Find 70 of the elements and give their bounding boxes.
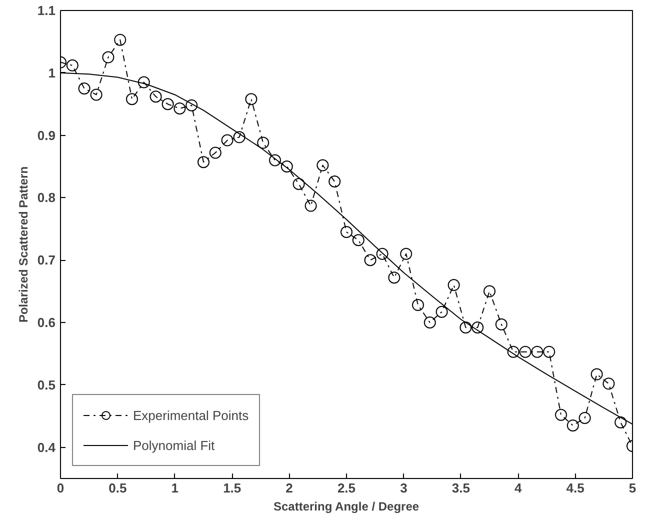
point — [400, 248, 412, 260]
legend-label: Experimental Points — [133, 408, 249, 422]
x-tick-label: 5 — [628, 480, 636, 496]
point — [174, 102, 186, 114]
point — [388, 272, 400, 284]
x-tick-label: 0 — [56, 480, 64, 496]
point — [198, 156, 210, 168]
x-tick-label: 2 — [286, 480, 293, 496]
point — [412, 299, 424, 312]
x-tick-label: 0.5 — [108, 480, 127, 496]
y-tick-label: 0.4 — [37, 440, 56, 455]
point — [424, 316, 436, 328]
point — [460, 322, 472, 334]
point — [436, 306, 448, 318]
y-axis-title: Polarized Scattered Pattern — [16, 166, 30, 323]
point — [245, 93, 258, 106]
point — [590, 368, 603, 380]
point — [484, 285, 496, 298]
point — [233, 131, 246, 144]
x-tick-label: 1.5 — [223, 480, 242, 496]
point — [78, 82, 90, 94]
point — [138, 76, 150, 88]
point — [495, 318, 508, 330]
x-tick-label: 4.5 — [566, 480, 584, 496]
point — [209, 146, 222, 159]
point — [614, 416, 627, 428]
x-tick-label: 3.5 — [452, 480, 470, 496]
point — [280, 160, 293, 172]
point — [90, 88, 102, 101]
point — [555, 408, 567, 421]
point — [448, 279, 460, 292]
y-tick-label: 0.7 — [37, 252, 56, 268]
point — [102, 51, 114, 64]
point — [543, 346, 556, 358]
point — [376, 248, 388, 260]
point — [578, 412, 591, 424]
point — [519, 346, 532, 358]
point — [304, 200, 317, 212]
legend-label: Polynomial Fit — [133, 438, 215, 452]
x-tick-label: 3 — [400, 480, 408, 496]
point — [126, 93, 138, 106]
y-tick-label: 0.6 — [37, 315, 56, 330]
point — [328, 175, 341, 188]
point — [472, 322, 484, 334]
point — [257, 136, 270, 149]
point — [340, 226, 352, 238]
y-tick-label: 0.9 — [37, 128, 56, 143]
x-tick-label: 4 — [514, 480, 522, 496]
point — [352, 234, 364, 246]
point — [66, 59, 78, 72]
point — [186, 99, 198, 112]
point — [316, 159, 329, 172]
point — [507, 346, 520, 358]
x-tick-label: 1 — [171, 480, 179, 496]
point — [150, 90, 162, 103]
point — [114, 34, 126, 46]
point — [566, 419, 579, 432]
point — [269, 154, 281, 166]
x-axis-title: Scattering Angle / Degree — [273, 500, 420, 514]
point — [531, 346, 544, 358]
y-tick-label: 0.5 — [37, 377, 56, 392]
point — [602, 378, 615, 390]
y-tick-label: 1.1 — [37, 3, 56, 18]
point — [221, 134, 234, 146]
y-tick-label: 0.8 — [37, 190, 56, 206]
x-tick-label: 2.5 — [337, 480, 356, 496]
y-tick-label: 1 — [48, 65, 56, 80]
point — [364, 254, 376, 266]
point — [162, 98, 174, 110]
point — [292, 178, 305, 190]
